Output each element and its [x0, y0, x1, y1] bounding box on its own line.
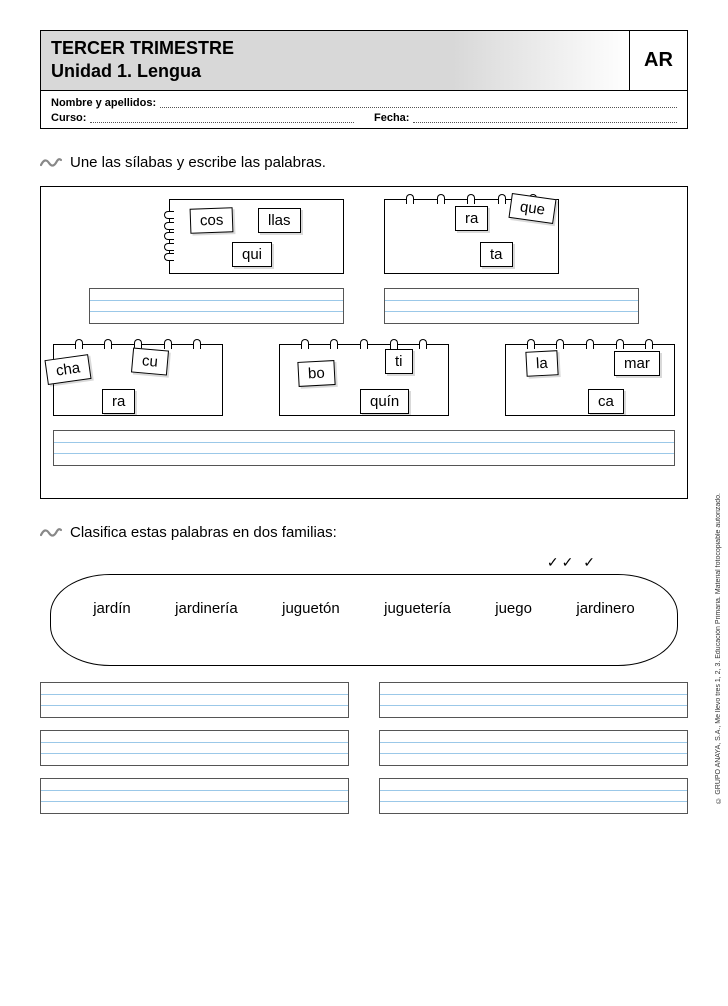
- title-row: TERCER TRIMESTRE Unidad 1. Lengua AR: [41, 31, 687, 90]
- swirl-icon: [40, 155, 62, 169]
- birds-icon: ✓✓ ✓: [547, 554, 598, 571]
- task2-head: Clasifica estas palabras en dos familias…: [40, 524, 688, 541]
- write-row-1: [53, 288, 675, 324]
- task1-head: Une las sílabas y escribe las palabras.: [40, 154, 688, 171]
- swirl-icon: [40, 525, 62, 539]
- syllable-chip: ta: [480, 242, 513, 267]
- info-row: Nombre y apellidos: Curso: Fecha:: [41, 90, 687, 128]
- course-fill[interactable]: [90, 112, 354, 123]
- syllable-chip: cos: [190, 207, 234, 233]
- write-area[interactable]: [379, 730, 688, 766]
- name-line: Nombre y apellidos:: [51, 97, 677, 109]
- syllable-chip: ti: [385, 349, 413, 374]
- task1-box: cosllasquiraqueta chacurabotiquínlamarca: [40, 186, 688, 499]
- date-fill[interactable]: [413, 112, 677, 123]
- syllable-card: chacura: [53, 344, 223, 416]
- trimester-title: TERCER TRIMESTRE: [51, 37, 619, 60]
- syllable-chip: ra: [455, 206, 488, 231]
- write-area[interactable]: [53, 430, 675, 466]
- syllable-card: la mar ca: [505, 344, 675, 416]
- write-grid: [40, 682, 688, 814]
- write-area[interactable]: [40, 682, 349, 718]
- name-label: Nombre y apellidos:: [51, 97, 156, 109]
- cards-row-2: chacurabotiquínlamarca: [53, 344, 675, 416]
- syllable-chip: la: [525, 350, 558, 377]
- date-label: Fecha:: [374, 112, 409, 124]
- spiral-binding: [290, 339, 438, 351]
- cloud-word: jardinería: [175, 600, 238, 617]
- task1-instruction: Une las sílabas y escribe las palabras.: [70, 154, 326, 171]
- name-fill[interactable]: [160, 97, 677, 108]
- date-line: Fecha:: [374, 112, 677, 124]
- write-area[interactable]: [384, 288, 639, 324]
- syllable-chip: cu: [131, 347, 169, 375]
- write-area[interactable]: [40, 778, 349, 814]
- cloud-word: juguetería: [384, 600, 451, 617]
- cloud-word: juego: [495, 600, 532, 617]
- cloud-wrap: ✓✓ ✓ jardínjardineríajuguetónjugueteríaj…: [40, 556, 688, 666]
- write-area[interactable]: [40, 730, 349, 766]
- syllable-chip: bo: [297, 360, 335, 387]
- syllable-card: raqueta: [384, 199, 559, 274]
- cloud-words: jardín jardinería juguetón juguetería juego j…: [81, 600, 647, 617]
- write-row-2: [53, 430, 675, 466]
- level-badge: AR: [629, 31, 687, 90]
- write-area[interactable]: [89, 288, 344, 324]
- write-area[interactable]: [379, 778, 688, 814]
- syllable-chip: ca: [588, 389, 624, 414]
- spiral-binding: [164, 210, 176, 263]
- spiral-binding: [516, 339, 664, 351]
- title-main: TERCER TRIMESTRE Unidad 1. Lengua: [41, 31, 629, 90]
- syllable-card: bo ti quín: [279, 344, 449, 416]
- syllable-chip: llas: [258, 208, 301, 233]
- syllable-chip: ra: [102, 389, 135, 414]
- write-area[interactable]: [379, 682, 688, 718]
- cloud-word: juguetón: [282, 600, 340, 617]
- cloud-word: jardín: [93, 600, 131, 617]
- copyright-text: © GRUPO ANAYA, S.A., Me llevo tres 1, 2,…: [715, 493, 722, 804]
- syllable-card: cosllas qui: [169, 199, 344, 274]
- syllable-chip: qui: [232, 242, 272, 267]
- cloud-word: jardinero: [576, 600, 634, 617]
- word-cloud: jardín jardinería juguetón juguetería juego j…: [50, 574, 678, 666]
- syllable-chip: cha: [44, 354, 91, 385]
- unit-title: Unidad 1. Lengua: [51, 60, 619, 83]
- syllable-chip: mar: [614, 351, 660, 376]
- header-box: TERCER TRIMESTRE Unidad 1. Lengua AR Nom…: [40, 30, 688, 129]
- task2-instruction: Clasifica estas palabras en dos familias…: [70, 524, 337, 541]
- cards-row-1: cosllas qui raqueta: [53, 199, 675, 274]
- course-label: Curso:: [51, 112, 86, 124]
- course-line: Curso:: [51, 112, 354, 124]
- syllable-chip: que: [508, 193, 556, 224]
- syllable-chip: quín: [360, 389, 409, 414]
